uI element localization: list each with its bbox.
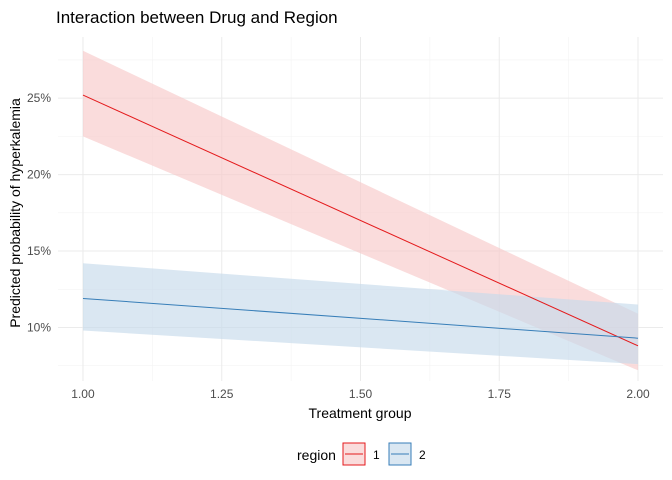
y-tick-label: 10% [27,320,51,334]
x-tick-label: 1.50 [349,387,373,401]
line-region-2 [82,297,639,339]
ribbon-region-1 [82,50,639,371]
confidence-ribbons [82,50,639,371]
line-region-1 [82,94,639,347]
legend-label-region-1: 1 [373,448,380,462]
y-tick-label: 25% [27,91,51,105]
x-tick-label: 1.25 [210,387,234,401]
legend: region 1 2 [297,442,426,466]
legend-title: region [297,447,336,463]
y-tick-label: 20% [27,168,51,182]
legend-label-region-2: 2 [419,448,426,462]
x-axis-ticks: 1.00 1.25 1.50 1.75 2.00 [71,387,650,401]
x-tick-label: 1.00 [71,387,95,401]
x-tick-label: 2.00 [626,387,650,401]
y-axis-ticks: 10% 15% 20% 25% [27,91,51,334]
series-lines [82,94,639,347]
x-tick-label: 1.75 [488,387,512,401]
ribbon-region-2 [82,263,639,365]
x-axis-title: Treatment group [309,405,412,421]
chart-title: Interaction between Drug and Region [56,8,338,27]
y-axis-title: Predicted probability of hyperkalemia [7,98,23,328]
y-tick-label: 15% [27,244,51,258]
